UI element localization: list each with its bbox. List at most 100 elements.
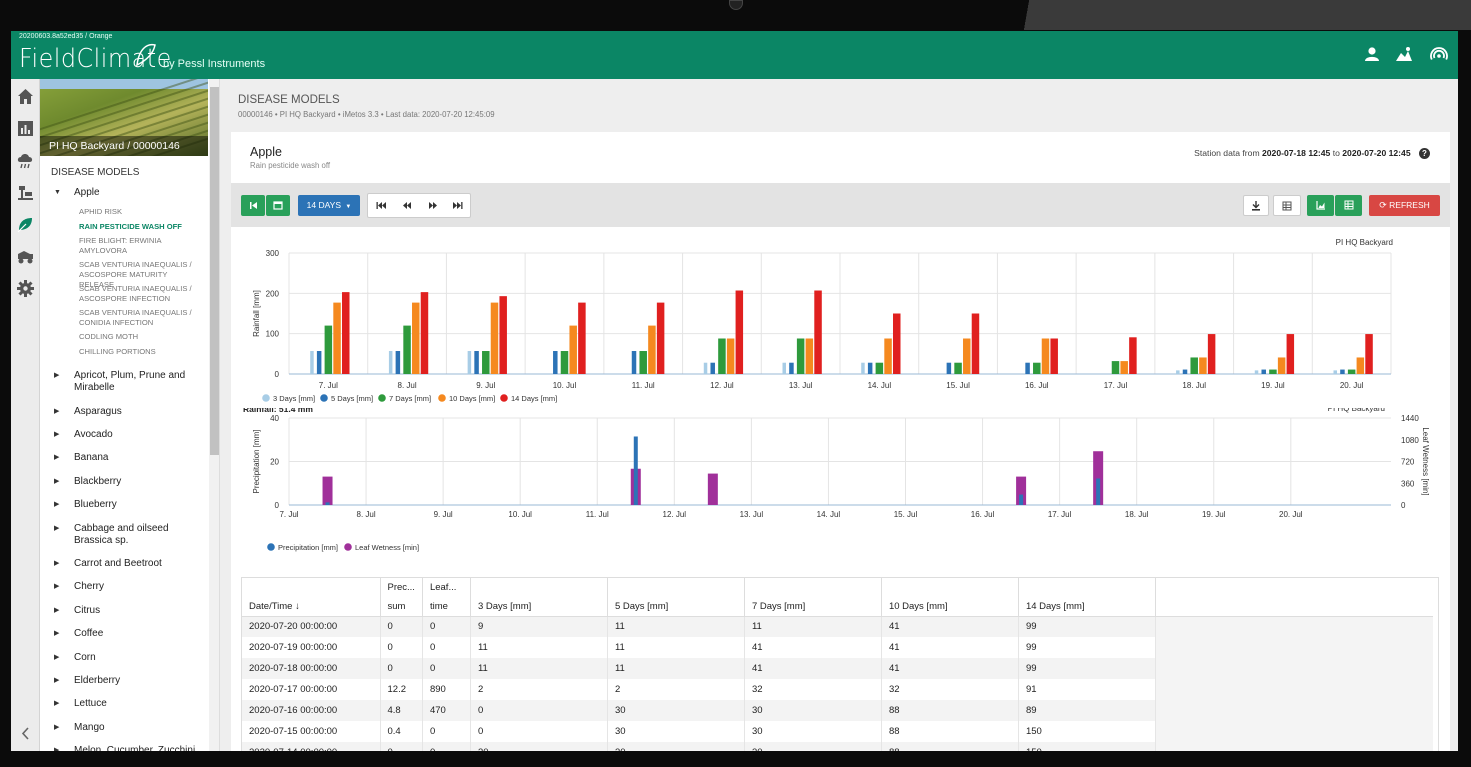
table-filler (1155, 616, 1434, 637)
webcam (729, 0, 743, 10)
download-button[interactable] (1243, 195, 1269, 216)
home-icon[interactable] (16, 87, 35, 106)
legend-marker (378, 394, 386, 402)
table-cell: 30 (744, 721, 882, 742)
chart-title: PI HQ Backyard (1336, 238, 1393, 247)
column-header[interactable]: 10 Days [mm] (881, 597, 1019, 617)
table-filler (1155, 679, 1434, 700)
table-cell: 41 (881, 637, 1019, 658)
crop-label: Melon, Cucumber, Zucchini (74, 745, 196, 751)
calendar-button[interactable] (266, 195, 290, 216)
go-to-start-button[interactable] (241, 195, 265, 216)
collapse-chevron-left-icon[interactable] (16, 724, 35, 743)
table-row: 2020-07-15 00:00:00 0.4 0 0 30 30 88 150 (242, 721, 1434, 742)
column-header[interactable]: sum (380, 597, 423, 617)
crop-label: Carrot and Beetroot (74, 558, 162, 569)
caret-right-icon: ▶ (54, 501, 60, 509)
bar (631, 351, 637, 374)
chart-icon[interactable] (16, 119, 35, 138)
x-tick-label: 11. Jul (586, 510, 609, 519)
table-cell: 30 (607, 700, 745, 721)
crop-label: Elderberry (74, 675, 121, 686)
range-to: 2020-07-20 12:45 (1342, 148, 1411, 158)
model-item[interactable]: SCAB VENTURIA INAEQUALIS / ASCOSPORE MAT… (79, 260, 192, 289)
column-header[interactable]: time (422, 597, 471, 617)
table-view-button[interactable] (1273, 195, 1301, 216)
caret-right-icon: ▶ (54, 372, 60, 379)
chart-toggle-button[interactable] (1307, 195, 1334, 216)
model-item[interactable]: CODLING MOTH (79, 332, 139, 341)
refresh-button[interactable]: ⟳ REFRESH (1369, 195, 1440, 216)
bar (656, 302, 665, 374)
table-toggle-button[interactable] (1335, 195, 1362, 216)
y2-tick-label: 1080 (1401, 436, 1419, 445)
station-name-label[interactable]: PI HQ Backyard / 00000146 (40, 136, 208, 156)
y2-tick-label: 0 (1401, 501, 1406, 510)
bar (1016, 476, 1027, 505)
column-header[interactable]: 14 Days [mm] (1018, 597, 1156, 617)
range-prefix: Station data from (1194, 148, 1260, 158)
model-item[interactable]: FIRE BLIGHT: ERWINIA AMYLOVORA (79, 236, 162, 255)
user-icon[interactable] (1363, 45, 1381, 63)
bezel-reflection (931, 0, 1471, 30)
model-item[interactable]: APHID RISK (79, 207, 123, 216)
bar (342, 292, 350, 374)
next-page-icon[interactable] (428, 201, 438, 210)
station-sidebar: PI HQ Backyard / 00000146 DISEASE MODELS… (40, 79, 220, 751)
crop-label: Lettuce (74, 698, 107, 710)
irrigation-icon[interactable] (16, 183, 35, 202)
table-cell: 2020-07-17 00:00:00 (242, 679, 381, 700)
wifi-signal-icon[interactable] (1430, 45, 1448, 63)
bar (1096, 478, 1101, 505)
sortable-column-header[interactable]: Date/Time ↓ (242, 597, 381, 617)
header-group-cell: Leaf... (422, 578, 471, 597)
x-tick-label: 19. Jul (1202, 510, 1226, 519)
table-cell: 0 (380, 658, 423, 679)
x-tick-label: 16. Jul (971, 510, 995, 519)
leaf-logo-icon (136, 43, 156, 67)
table-cell: 99 (1018, 616, 1156, 637)
header-group-cell: Prec... (380, 578, 423, 597)
table-cell: 0 (422, 658, 471, 679)
header-group-cell (242, 578, 381, 597)
column-header[interactable]: 7 Days [mm] (744, 597, 882, 617)
sidebar-scroll-thumb[interactable] (210, 87, 219, 455)
weather-icon[interactable] (16, 151, 35, 170)
x-tick-label: 16. Jul (1025, 381, 1049, 390)
machinery-icon[interactable] (16, 247, 35, 266)
header-filler (1155, 597, 1434, 617)
help-icon[interactable]: ? (1419, 148, 1430, 160)
period-dropdown[interactable]: 14 DAYS ▼ (298, 195, 360, 216)
caret-right-icon: ▶ (54, 630, 60, 638)
table-cell: 0 (380, 742, 423, 751)
station-map-icon[interactable] (1395, 45, 1413, 63)
bar (1050, 338, 1058, 374)
x-tick-label: 20. Jul (1279, 510, 1303, 519)
range-from: 2020-07-18 12:45 (1262, 148, 1331, 158)
column-header[interactable]: 5 Days [mm] (607, 597, 745, 617)
previous-page-icon[interactable] (402, 201, 412, 210)
model-item[interactable]: RAIN PESTICIDE WASH OFF (79, 221, 182, 231)
area-chart-icon (1315, 201, 1325, 210)
disease-models-leaf-icon[interactable] (16, 215, 35, 234)
first-page-icon[interactable] (376, 201, 386, 210)
table-cell: 2020-07-14 00:00:00 (242, 742, 381, 751)
legend-marker (344, 543, 352, 551)
legend-marker (438, 394, 446, 402)
x-tick-label: 14. Jul (868, 381, 892, 390)
caret-down-icon: ▼ (345, 204, 352, 210)
table-cell: 41 (881, 616, 1019, 637)
last-page-icon[interactable] (453, 201, 463, 210)
column-label: Date/Time (249, 600, 293, 612)
model-item[interactable]: SCAB VENTURIA INAEQUALIS / CONIDIA INFEC… (79, 308, 192, 327)
settings-gear-icon[interactable] (16, 279, 35, 298)
station-info: 00000146 • PI HQ Backyard • iMetos 3.3 •… (238, 110, 495, 119)
model-item[interactable]: SCAB VENTURIA INAEQUALIS / ASCOSPORE INF… (79, 284, 192, 303)
y2-tick-label: 1440 (1401, 414, 1419, 423)
station-data-range: Station data from 2020-07-18 12:45 to 20… (1194, 148, 1430, 160)
table-cell: 0 (422, 721, 471, 742)
model-item[interactable]: CHILLING PORTIONS (79, 346, 156, 356)
bar (946, 362, 952, 374)
column-header[interactable]: 3 Days [mm] (470, 597, 608, 617)
table-row: 2020-07-18 00:00:00 0 0 11 11 41 41 99 (242, 658, 1434, 679)
